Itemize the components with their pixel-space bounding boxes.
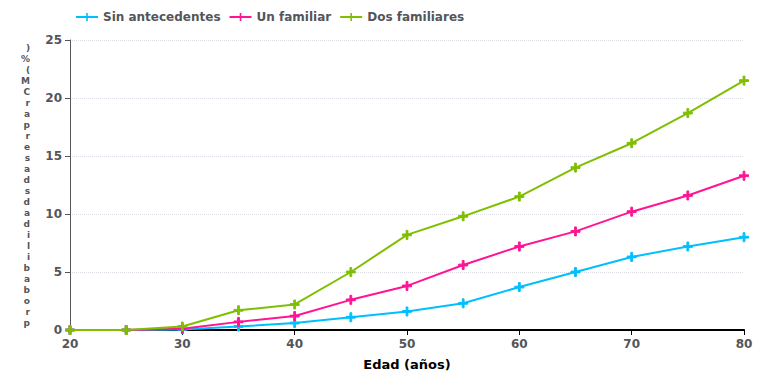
svg-text:d: d — [24, 219, 30, 229]
svg-text:): ) — [26, 43, 30, 53]
svg-text:70: 70 — [623, 337, 640, 351]
svg-text:d: d — [24, 175, 30, 185]
svg-text:a: a — [24, 164, 30, 174]
svg-text:5: 5 — [54, 265, 62, 279]
svg-text:b: b — [24, 263, 31, 273]
svg-text:p: p — [24, 318, 31, 328]
svg-text:Edad (años): Edad (años) — [363, 357, 450, 372]
svg-text:a: a — [24, 274, 30, 284]
svg-text:%: % — [21, 54, 30, 64]
svg-text:50: 50 — [399, 337, 416, 351]
svg-text:Sin antecedentes: Sin antecedentes — [103, 10, 221, 24]
svg-text:M: M — [21, 76, 30, 86]
svg-text:p: p — [24, 120, 31, 130]
svg-text:d: d — [24, 197, 30, 207]
svg-text:0: 0 — [54, 323, 62, 337]
svg-text:i: i — [27, 230, 30, 240]
svg-text:60: 60 — [511, 337, 528, 351]
svg-text:C: C — [23, 87, 30, 97]
svg-text:25: 25 — [45, 33, 62, 47]
svg-text:30: 30 — [174, 337, 191, 351]
svg-text:r: r — [26, 307, 31, 317]
svg-text:Dos familiares: Dos familiares — [367, 10, 464, 24]
svg-text:s: s — [25, 153, 30, 163]
svg-text:a: a — [24, 208, 30, 218]
svg-text:20: 20 — [45, 91, 62, 105]
svg-text:e: e — [24, 142, 30, 152]
svg-text:Un familiar: Un familiar — [257, 10, 332, 24]
svg-text:20: 20 — [62, 337, 79, 351]
svg-text:15: 15 — [45, 149, 62, 163]
svg-text:10: 10 — [45, 207, 62, 221]
svg-text:80: 80 — [736, 337, 753, 351]
svg-text:i: i — [27, 252, 30, 262]
svg-text:s: s — [25, 186, 30, 196]
svg-text:r: r — [26, 98, 31, 108]
svg-text:b: b — [24, 285, 31, 295]
svg-text:o: o — [24, 296, 30, 306]
svg-text:a: a — [24, 109, 30, 119]
svg-text:l: l — [27, 241, 30, 251]
svg-text:40: 40 — [286, 337, 303, 351]
svg-text:(: ( — [26, 65, 30, 75]
svg-text:r: r — [26, 131, 31, 141]
